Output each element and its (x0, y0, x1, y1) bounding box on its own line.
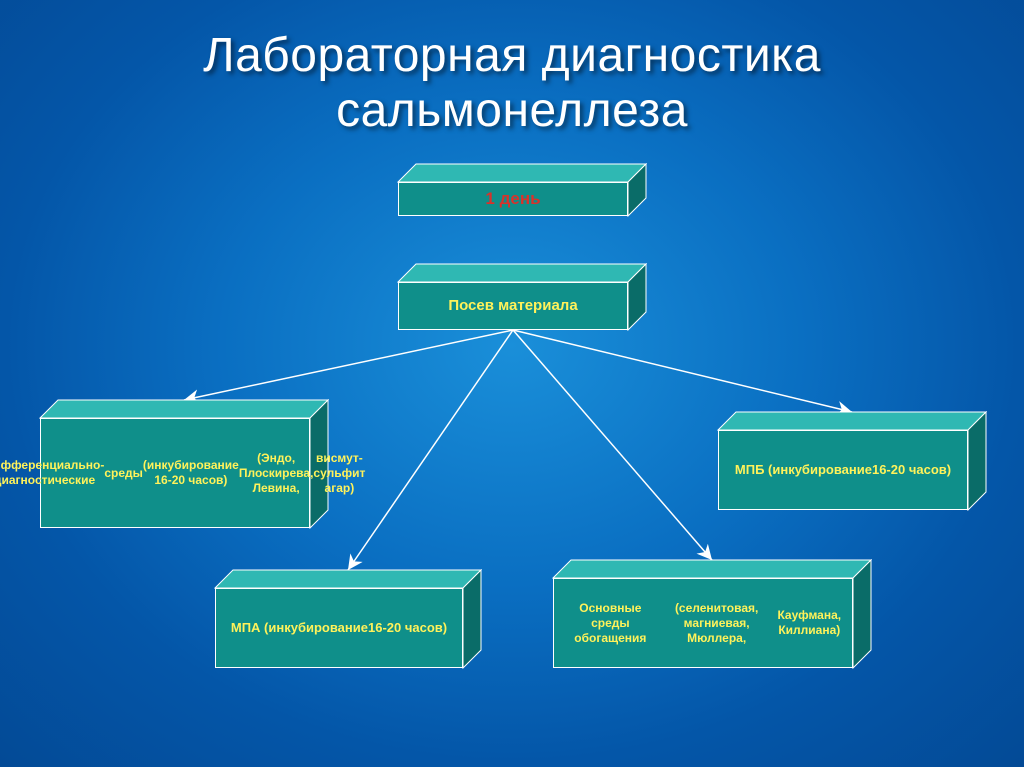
arrow (184, 330, 513, 400)
box-side-face (852, 559, 872, 669)
box-label-line: Посев материала (448, 297, 577, 316)
box-label-line: Дифференциально- диагностические (0, 458, 104, 488)
slide: Лабораторная диагностика сальмонеллеза 1… (0, 0, 1024, 767)
box-top-face (397, 163, 647, 183)
arrow (348, 330, 513, 570)
box-top-face (214, 569, 482, 589)
box-label-line: Основные среды обогащения (562, 601, 659, 646)
box-top-face (39, 399, 329, 419)
box-posev: Посев материала (398, 282, 628, 330)
box-dds: Дифференциально- диагностическиесреды(ин… (40, 418, 310, 528)
box-front-face: МПБ (инкубирование16-20 часов) (718, 430, 968, 510)
box-front-face: Дифференциально- диагностическиесреды(ин… (40, 418, 310, 528)
box-day1: 1 день (398, 182, 628, 216)
box-label-line: Кауфмана, Киллиана) (775, 608, 844, 638)
arrow (513, 330, 852, 412)
slide-title: Лабораторная диагностика сальмонеллеза (0, 28, 1024, 138)
arrow (513, 330, 712, 560)
box-label-line: (Эндо, Плоскирева, Левина, (239, 451, 314, 496)
box-label-line: 16-20 часов) (872, 462, 951, 478)
box-label-line: 16-20 часов) (368, 620, 447, 636)
box-label-line: (инкубирование 16-20 часов) (143, 458, 239, 488)
box-label-line: 1 день (485, 188, 540, 209)
box-front-face: Посев материала (398, 282, 628, 330)
box-top-face (717, 411, 987, 431)
box-side-face (462, 569, 482, 669)
box-top-face (397, 263, 647, 283)
box-front-face: МПА (инкубирование16-20 часов) (215, 588, 463, 668)
box-label-line: висмут-сульфит агар) (313, 451, 365, 496)
box-side-face (627, 263, 647, 331)
box-label-line: среды (104, 466, 143, 481)
box-obog: Основные среды обогащения(селенитовая, м… (553, 578, 853, 668)
box-top-face (552, 559, 872, 579)
box-mpb: МПБ (инкубирование16-20 часов) (718, 430, 968, 510)
box-side-face (967, 411, 987, 511)
title-line2: сальмонеллеза (336, 84, 688, 137)
box-front-face: 1 день (398, 182, 628, 216)
box-front-face: Основные среды обогащения(селенитовая, м… (553, 578, 853, 668)
box-mpa: МПА (инкубирование16-20 часов) (215, 588, 463, 668)
box-label-line: (селенитовая, магниевая, Мюллера, (659, 601, 775, 646)
title-line1: Лабораторная диагностика (203, 29, 821, 82)
box-label-line: МПА (инкубирование (231, 620, 368, 636)
box-side-face (627, 163, 647, 217)
box-label-line: МПБ (инкубирование (735, 462, 872, 478)
